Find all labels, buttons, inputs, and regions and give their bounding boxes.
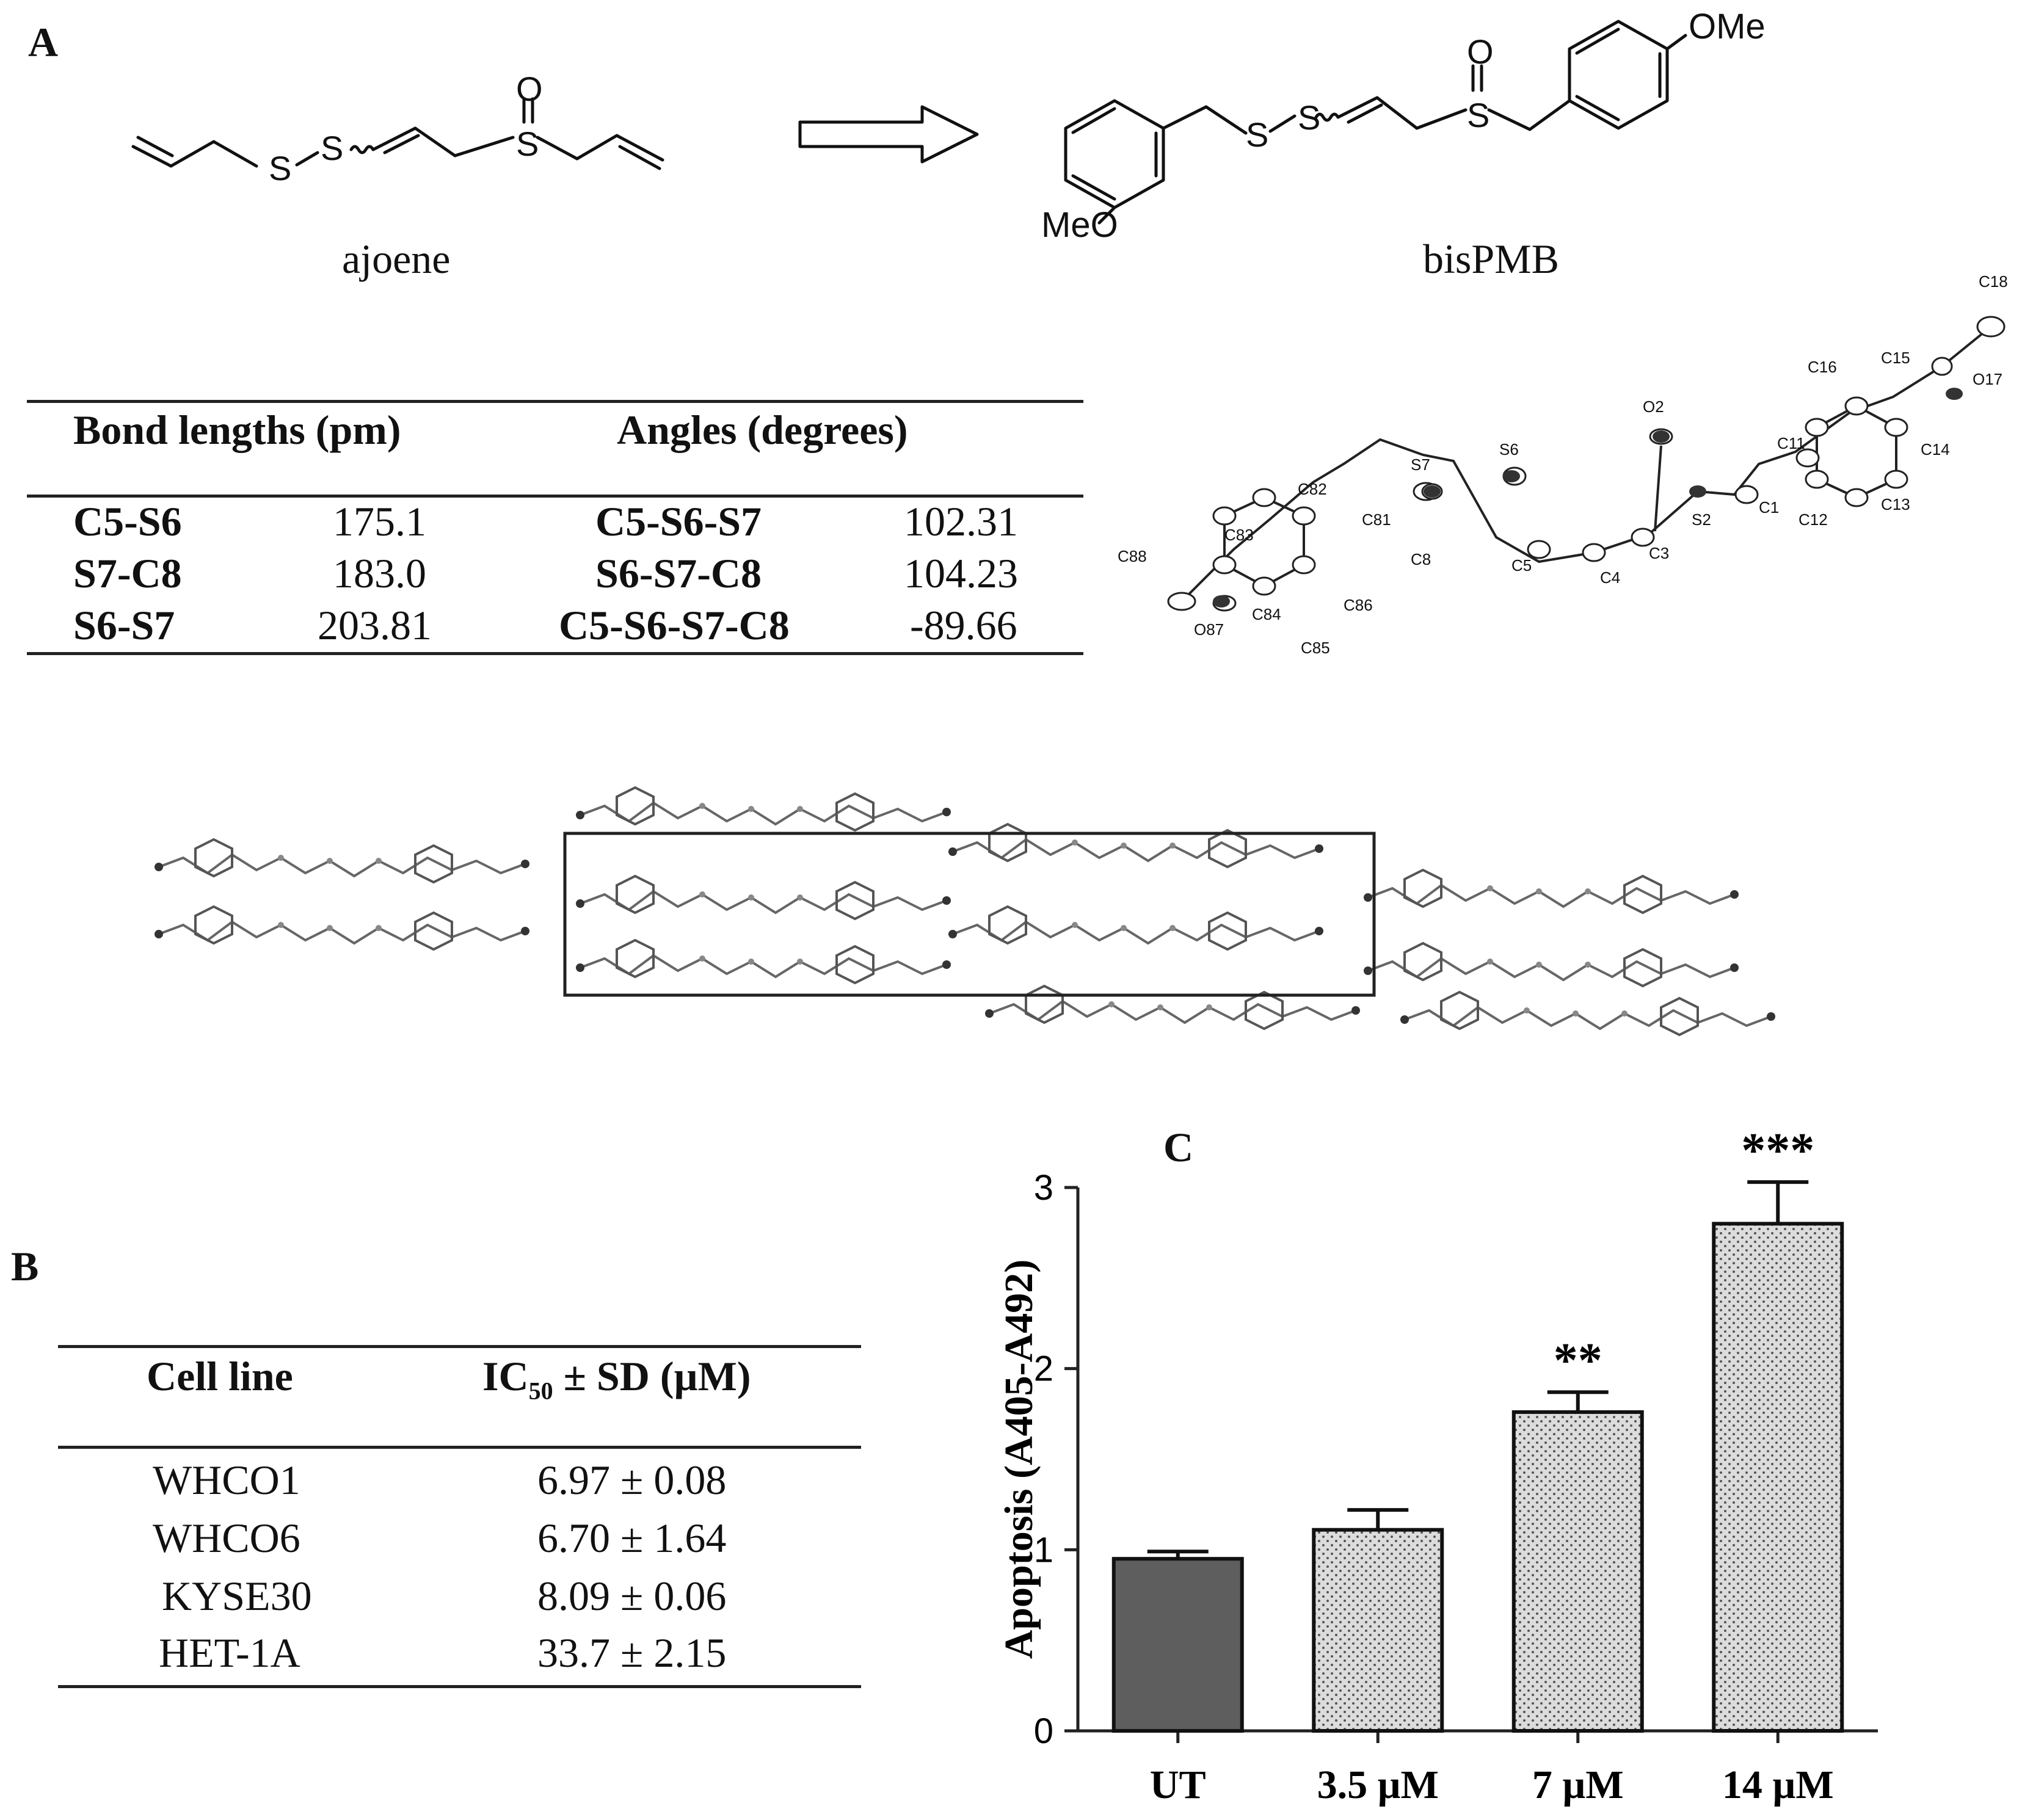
cell-line-header: Cell line [147, 1353, 293, 1399]
atom-label: C8 [1411, 550, 1431, 568]
y-tick-label: 2 [1034, 1349, 1053, 1389]
bond-name: S7-C8 [73, 550, 182, 596]
crystal-structure-diagram: C18 C16 C15 O17 O2 C11 C14 S7 S6 C82 C81… [1118, 272, 2008, 657]
bond-length: 183.0 [333, 550, 426, 596]
crystal-packing-diagram [153, 786, 1777, 1036]
bond-table-header-rule [27, 495, 1083, 498]
bond-name: S6-S7 [73, 602, 175, 648]
bar [1511, 1410, 1644, 1733]
atom-label: O87 [1194, 620, 1224, 639]
unit-cell-box [563, 832, 1376, 997]
panel-b-label: B [11, 1243, 39, 1289]
atom-label: O17 [1973, 370, 2002, 388]
bar [1312, 1528, 1444, 1733]
x-tick-label: 3.5 µM [1317, 1763, 1439, 1807]
ajoene-name: ajoene [342, 236, 451, 282]
atom-s: S [1246, 115, 1268, 154]
cell-line-name: KYSE30 [162, 1573, 312, 1619]
angle-name: S6-S7-C8 [595, 550, 762, 596]
angle-name: C5-S6-S7 [595, 498, 762, 545]
chart-labels: 0 1 2 3 Apoptosis (A405-A492) UT 3.5 µM 7 µM ** 1… [997, 1124, 1834, 1807]
atom-label: C86 [1344, 596, 1373, 614]
ic50-value: 6.70 ± 1.64 [537, 1515, 727, 1561]
bispmb-structure [1064, 20, 1687, 225]
x-tick-label: UT [1150, 1763, 1206, 1807]
bond-length: 203.81 [318, 602, 432, 648]
atom-label: C88 [1118, 547, 1147, 565]
atom-s: S [1298, 98, 1320, 137]
ic50-value: 6.97 ± 0.08 [537, 1457, 727, 1503]
atom-label: S2 [1692, 510, 1711, 529]
atom-label: C12 [1799, 510, 1828, 529]
atom-label: S7 [1411, 455, 1430, 474]
atom-o: O [1467, 32, 1494, 71]
meo-group-label: MeO [1041, 205, 1118, 245]
atom-label: C11 [1777, 434, 1805, 452]
ic50-value: 33.7 ± 2.15 [537, 1630, 727, 1676]
atom-s: S [269, 149, 291, 187]
y-tick-label: 3 [1034, 1168, 1053, 1208]
cell-line-name: WHCO6 [153, 1515, 300, 1561]
atom-label: C14 [1921, 440, 1950, 459]
y-axis-label: Apoptosis (A405-A492) [997, 1260, 1041, 1659]
angle-value: 104.23 [904, 550, 1018, 596]
x-tick-label: 14 µM [1722, 1763, 1834, 1807]
angle-value: -89.66 [910, 602, 1017, 648]
atom-o: O [516, 70, 543, 108]
atom-label: C85 [1301, 639, 1330, 657]
ome-group-label: OMe [1689, 7, 1766, 46]
bispmb-name: bisPMB [1423, 236, 1559, 282]
atom-label: C1 [1759, 498, 1779, 517]
panel-c-label: C [1163, 1124, 1194, 1170]
bond-length-header: Bond lengths (pm) [73, 407, 401, 453]
molecule-structures: S S S O S S S O [131, 20, 1687, 225]
ic50-table-header-rule [58, 1446, 861, 1449]
significance-marker: *** [1741, 1124, 1814, 1178]
significance-marker: ** [1554, 1334, 1602, 1388]
ajoene-structure [131, 97, 664, 170]
angle-name: C5-S6-S7-C8 [559, 602, 790, 648]
atom-label: C3 [1649, 544, 1669, 562]
angle-header: Angles (degrees) [617, 407, 908, 453]
atom-label: C81 [1362, 510, 1391, 529]
atom-label: O2 [1643, 397, 1664, 416]
atom-label: C15 [1881, 349, 1910, 367]
atom-s: S [1467, 96, 1489, 134]
cell-line-name: HET-1A [159, 1630, 300, 1676]
x-tick-label: 7 µM [1532, 1763, 1624, 1807]
ic50-table-top-rule [58, 1345, 861, 1348]
bond-table-top-rule [27, 400, 1083, 403]
chart-bars [1111, 1180, 1844, 1733]
atom-label: C84 [1252, 605, 1281, 623]
atom-label: S6 [1499, 440, 1519, 459]
atom-s: S [321, 129, 343, 167]
angle-value: 102.31 [904, 498, 1018, 545]
bond-length: 175.1 [333, 498, 426, 545]
arrow-right-icon [798, 105, 979, 164]
bar [1712, 1222, 1844, 1733]
y-tick-label: 1 [1034, 1530, 1053, 1570]
cell-line-name: WHCO1 [153, 1457, 300, 1503]
y-tick-label: 0 [1034, 1711, 1053, 1751]
atom-label: C82 [1298, 480, 1327, 498]
ic50-header: IC50 ± SD (µM) [482, 1353, 751, 1405]
bond-table-bottom-rule [27, 652, 1083, 655]
bond-name: C5-S6 [73, 498, 182, 545]
panel-a-label: A [28, 19, 59, 65]
atom-label: C18 [1979, 272, 2008, 291]
atom-label: C5 [1511, 556, 1532, 575]
bar [1111, 1557, 1244, 1733]
atom-label: C16 [1808, 358, 1837, 376]
atom-s: S [516, 125, 539, 163]
ic50-table-bottom-rule [58, 1685, 861, 1688]
atom-label: C4 [1600, 568, 1620, 587]
ic50-value: 8.09 ± 0.06 [537, 1573, 727, 1619]
atom-label: C13 [1881, 495, 1910, 513]
atom-label: C83 [1224, 526, 1254, 544]
